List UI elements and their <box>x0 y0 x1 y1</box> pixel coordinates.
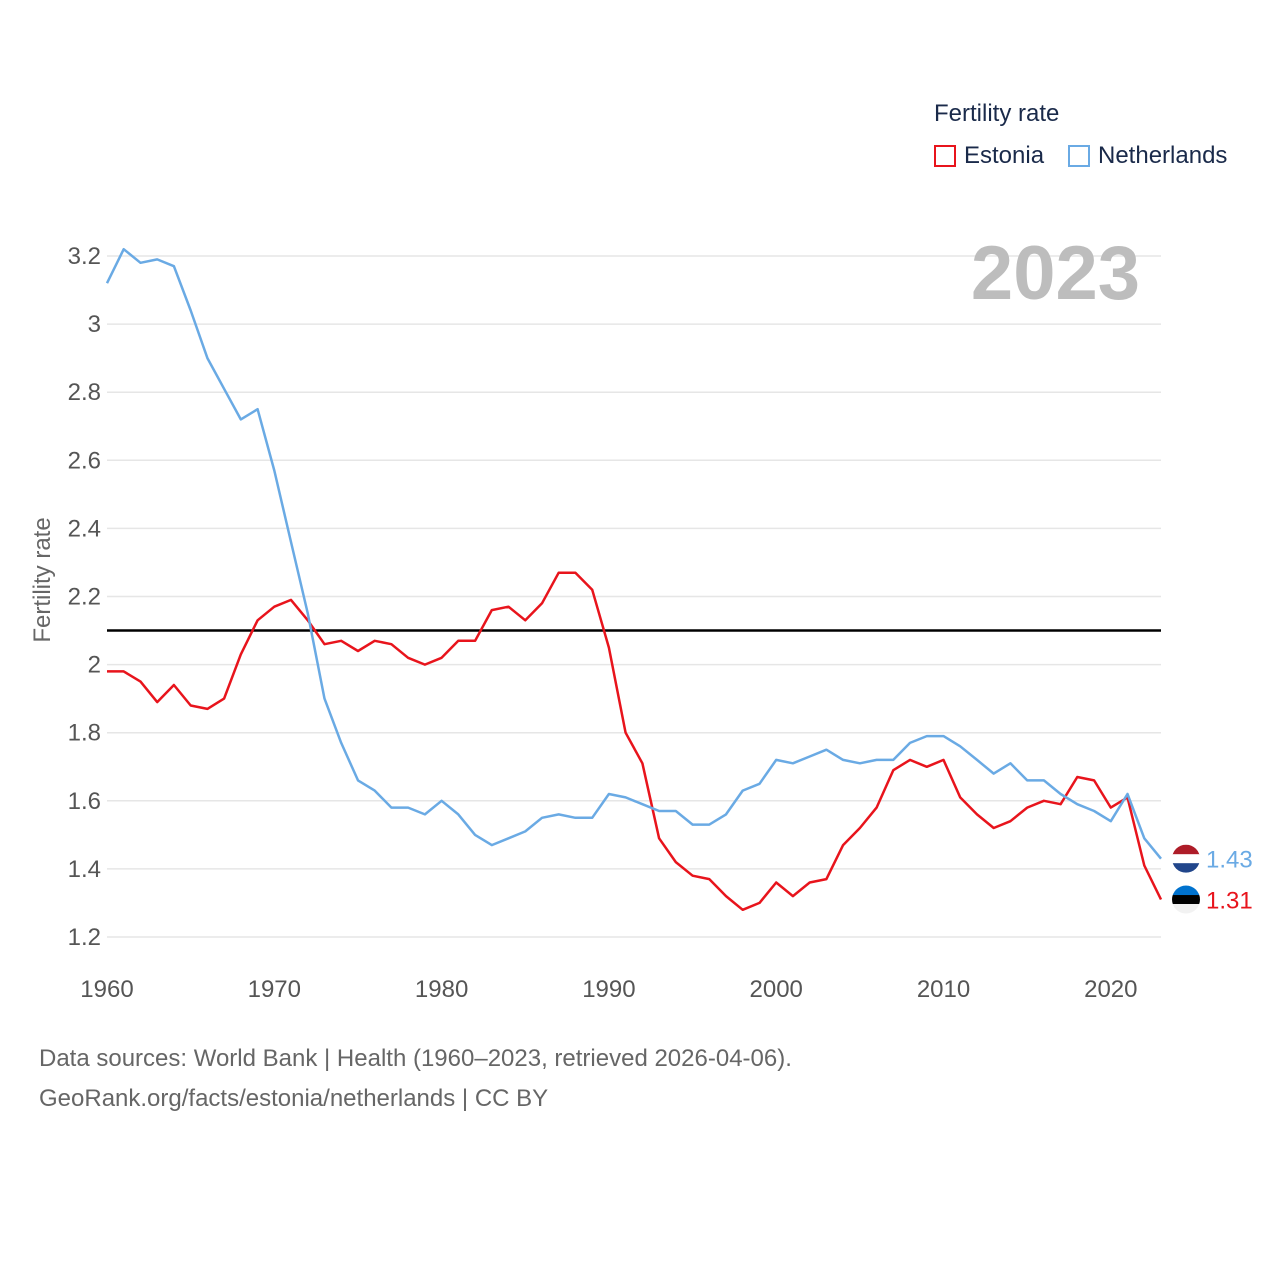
series-line-estonia <box>107 571 1163 912</box>
legend-label-estonia: Estonia <box>964 142 1045 169</box>
netherlands-flag-icon <box>1172 844 1200 873</box>
legend-item-estonia[interactable]: Estonia <box>934 142 1044 170</box>
y-tick-label: 2.6 <box>68 447 101 474</box>
y-tick-label: 2.8 <box>68 379 101 406</box>
x-tick-label: 1980 <box>415 976 468 1003</box>
y-tick-label: 1.4 <box>68 856 101 883</box>
y-tick-label: 1.8 <box>68 720 101 747</box>
y-tick-label: 3 <box>88 311 101 338</box>
legend-swatch-estonia <box>934 145 956 167</box>
estonia-flag-icon <box>1172 885 1200 914</box>
y-tick-label: 2 <box>88 652 101 679</box>
series-lines <box>105 247 1163 912</box>
end-marker-netherlands: 1.43 <box>1172 844 1253 874</box>
legend-title: Fertility rate <box>934 100 1060 127</box>
end-value-label-netherlands: 1.43 <box>1206 847 1253 874</box>
y-axis-label: Fertility rate <box>29 517 56 642</box>
x-tick-label: 2020 <box>1084 976 1137 1003</box>
source-text: Data sources: World Bank | Health (1960–… <box>39 1045 792 1072</box>
end-marker-estonia: 1.31 <box>1172 885 1253 915</box>
x-tick-label: 2000 <box>750 976 803 1003</box>
legend-swatch-netherlands <box>1068 145 1090 167</box>
attribution-link[interactable]: GeoRank.org/facts/estonia/netherlands | … <box>39 1085 549 1112</box>
y-tick-label: 2.2 <box>68 584 101 611</box>
y-axis-ticks: 1.2 1.4 1.6 1.8 2 2.2 2.4 2.6 2.8 3 3.2 <box>68 243 101 951</box>
y-tick-label: 1.2 <box>68 924 101 951</box>
legend-label-netherlands: Netherlands <box>1098 142 1228 169</box>
x-tick-label: 1990 <box>582 976 635 1003</box>
legend-item-netherlands[interactable]: Netherlands <box>1068 142 1227 170</box>
y-tick-label: 1.6 <box>68 788 101 815</box>
gridlines <box>107 255 1161 938</box>
series-line-netherlands <box>105 247 1162 860</box>
end-labels: 1.31 1.43 <box>1172 844 1253 915</box>
year-watermark: 2023 <box>971 231 1140 316</box>
end-value-label-estonia: 1.31 <box>1206 888 1253 915</box>
x-tick-label: 1960 <box>80 976 133 1003</box>
x-tick-label: 2010 <box>917 976 970 1003</box>
y-tick-label: 3.2 <box>68 243 101 270</box>
y-tick-label: 2.4 <box>68 515 101 542</box>
x-tick-label: 1970 <box>248 976 301 1003</box>
x-axis-ticks: 1960 1970 1980 1990 2000 2010 2020 <box>80 976 1137 1003</box>
